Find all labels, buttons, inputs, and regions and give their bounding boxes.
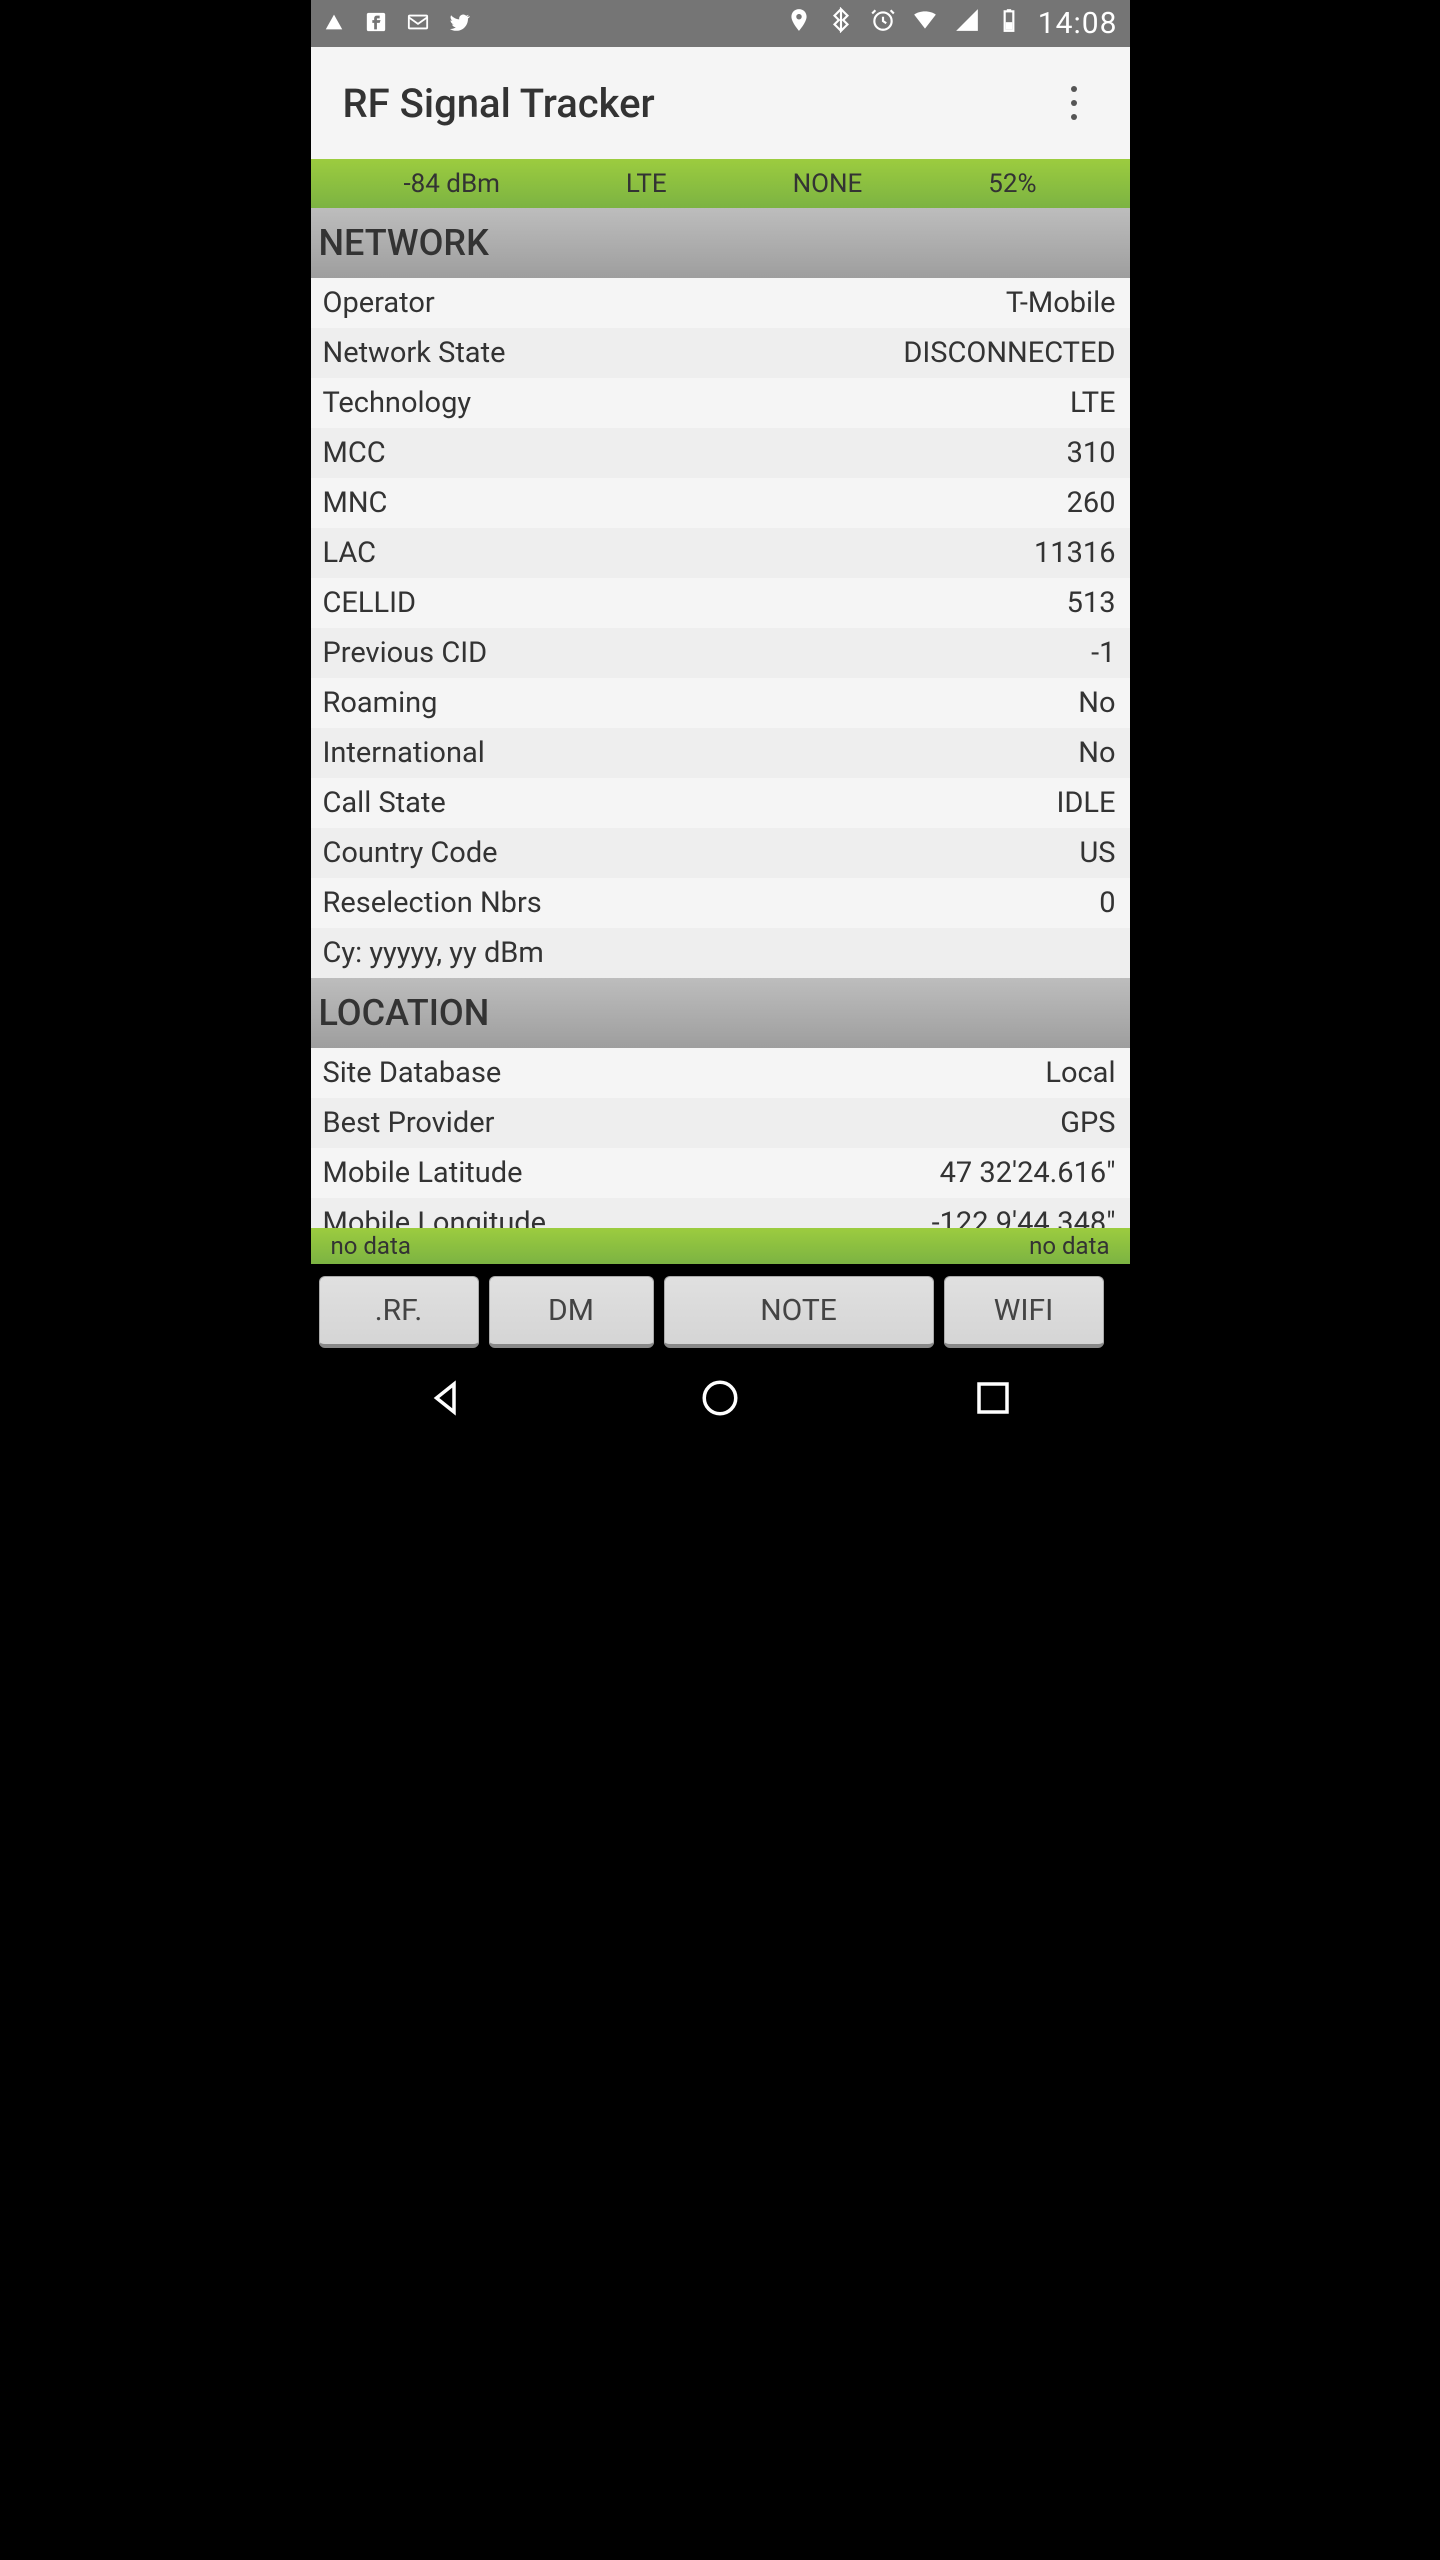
data-row: Cy: yyyyy, yy dBm xyxy=(311,928,1130,978)
twitter-icon xyxy=(449,11,471,37)
info-strip: -84 dBm LTE NONE 52% xyxy=(311,159,1130,208)
row-value: IDLE xyxy=(1056,786,1115,820)
wifi-icon xyxy=(912,7,938,40)
data-row: CELLID 513 xyxy=(311,578,1130,628)
row-label: Site Database xyxy=(323,1056,502,1090)
signal-icon xyxy=(954,7,980,40)
row-label: LAC xyxy=(323,536,377,570)
data-row: Network State DISCONNECTED xyxy=(311,328,1130,378)
data-row: International No xyxy=(311,728,1130,778)
back-button[interactable] xyxy=(426,1377,468,1423)
row-label: Mobile Latitude xyxy=(323,1156,523,1190)
row-value: LTE xyxy=(1070,386,1116,420)
location-icon xyxy=(786,7,812,40)
data-row: Call State IDLE xyxy=(311,778,1130,828)
row-value: 47 32'24.616" xyxy=(940,1156,1116,1190)
row-value: Local xyxy=(1045,1056,1115,1090)
data-row: Best Provider GPS xyxy=(311,1098,1130,1148)
row-label: Roaming xyxy=(323,686,438,720)
row-value: 310 xyxy=(1067,436,1116,470)
button-row: .RF. DM NOTE WIFI xyxy=(311,1264,1130,1360)
bluetooth-icon xyxy=(828,7,854,40)
status-right-icons: 14:08 xyxy=(786,6,1118,41)
row-value: T-Mobile xyxy=(1006,286,1116,320)
row-label: Operator xyxy=(323,286,435,320)
row-label: CELLID xyxy=(323,586,417,620)
row-label: Country Code xyxy=(323,836,498,870)
scroll-area[interactable]: NETWORK Operator T-Mobile Network State DIS… xyxy=(311,208,1130,1228)
note-button[interactable]: NOTE xyxy=(664,1276,934,1348)
dm-button[interactable]: DM xyxy=(489,1276,654,1348)
home-button[interactable] xyxy=(699,1377,741,1423)
footer-left: no data xyxy=(331,1232,411,1260)
row-label: Cy: yyyyy, yy dBm xyxy=(323,936,544,970)
section-location: LOCATION xyxy=(311,978,1130,1048)
row-value: 0 xyxy=(1099,886,1115,920)
row-value: 513 xyxy=(1067,586,1116,620)
row-value: -122 9'44.348" xyxy=(932,1206,1116,1228)
percent-label: 52% xyxy=(988,169,1036,199)
row-label: Call State xyxy=(323,786,446,820)
rf-button[interactable]: .RF. xyxy=(319,1276,479,1348)
row-label: Reselection Nbrs xyxy=(323,886,542,920)
row-value: No xyxy=(1078,686,1115,720)
row-label: International xyxy=(323,736,485,770)
row-value: 260 xyxy=(1067,486,1116,520)
row-label: Mobile Longitude xyxy=(323,1206,547,1228)
data-row: Mobile Latitude 47 32'24.616" xyxy=(311,1148,1130,1198)
row-label: MNC xyxy=(323,486,388,520)
data-row: Operator T-Mobile xyxy=(311,278,1130,328)
wifi-button[interactable]: WIFI xyxy=(944,1276,1104,1348)
footer-strip: no data no data xyxy=(311,1228,1130,1264)
row-value: No xyxy=(1078,736,1115,770)
data-row: Roaming No xyxy=(311,678,1130,728)
data-row: MNC 260 xyxy=(311,478,1130,528)
data-row: Reselection Nbrs 0 xyxy=(311,878,1130,928)
row-value: -1 xyxy=(1091,636,1115,670)
clock-text: 14:08 xyxy=(1038,6,1118,41)
nav-bar xyxy=(311,1360,1130,1440)
status-bar: 14:08 xyxy=(311,0,1130,47)
notification-icon-1 xyxy=(323,11,345,37)
state-label: NONE xyxy=(793,169,863,199)
alarm-icon xyxy=(870,7,896,40)
data-row: Previous CID -1 xyxy=(311,628,1130,678)
mail-icon xyxy=(407,11,429,37)
row-label: Network State xyxy=(323,336,506,370)
row-value: GPS xyxy=(1060,1106,1115,1140)
data-row: Mobile Longitude -122 9'44.348" xyxy=(311,1198,1130,1228)
recent-button[interactable] xyxy=(972,1377,1014,1423)
signal-dbm: -84 dBm xyxy=(403,169,500,199)
data-row: MCC 310 xyxy=(311,428,1130,478)
data-row: Technology LTE xyxy=(311,378,1130,428)
data-row: Country Code US xyxy=(311,828,1130,878)
section-network: NETWORK xyxy=(311,208,1130,278)
page-title: RF Signal Tracker xyxy=(343,80,655,127)
row-label: Technology xyxy=(323,386,472,420)
footer-right: no data xyxy=(1029,1232,1109,1260)
row-value: DISCONNECTED xyxy=(903,336,1115,370)
data-row: LAC 11316 xyxy=(311,528,1130,578)
battery-icon xyxy=(996,7,1022,40)
row-label: MCC xyxy=(323,436,386,470)
row-label: Best Provider xyxy=(323,1106,495,1140)
overflow-menu-button[interactable] xyxy=(1050,79,1098,127)
status-left-icons xyxy=(323,11,471,37)
row-value: 11316 xyxy=(1034,536,1116,570)
row-label: Previous CID xyxy=(323,636,488,670)
action-bar: RF Signal Tracker xyxy=(311,47,1130,159)
tech-label: LTE xyxy=(626,169,667,199)
facebook-icon xyxy=(365,11,387,37)
data-row: Site Database Local xyxy=(311,1048,1130,1098)
row-value: US xyxy=(1079,836,1115,870)
